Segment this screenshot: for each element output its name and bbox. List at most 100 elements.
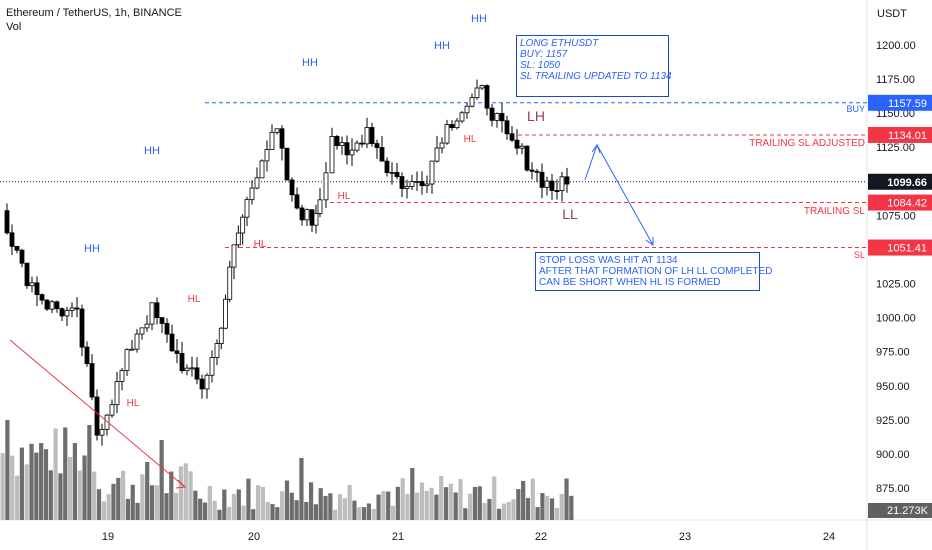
candle-body (174, 350, 180, 354)
time-tick-label: 19 (102, 531, 114, 543)
candle-body (49, 301, 55, 310)
candle-body (274, 128, 280, 133)
level-note-sl: SL (854, 250, 865, 260)
candle-body (69, 307, 75, 312)
volume-bar (207, 485, 212, 520)
candle-body (104, 414, 110, 430)
volume-bar (540, 493, 545, 520)
price-tick-label: 1000.00 (876, 313, 916, 325)
volume-bar (545, 495, 550, 520)
candle-body (384, 160, 390, 173)
volume-bar (178, 466, 184, 520)
volume-bar (458, 479, 463, 520)
candle-body (9, 232, 15, 247)
price-tick-label: 925.00 (876, 415, 910, 427)
volume-indicator-label[interactable]: Vol (6, 21, 22, 33)
candle-body (499, 113, 505, 122)
price-tick-label: 900.00 (876, 449, 910, 461)
price-tag-trailing-sl (868, 194, 932, 211)
volume-bar (381, 491, 386, 520)
volume-bar (569, 495, 574, 520)
volume-bar (337, 494, 343, 520)
volume-bar (149, 485, 155, 520)
candle-body (240, 216, 246, 234)
hl-label: HL (464, 134, 477, 145)
candle-body (139, 327, 145, 335)
volume-bar (241, 505, 246, 520)
candle-body (354, 142, 360, 151)
volume-bar (174, 492, 179, 520)
candle-body (419, 181, 425, 187)
candle-body (389, 171, 395, 174)
note-line: AFTER THAT FORMATION OF LH LL COMPLETED (539, 266, 773, 277)
price-tick-label: 1075.00 (876, 210, 916, 222)
candle-body (519, 145, 525, 149)
candle-body (424, 183, 430, 187)
candle-body (334, 136, 340, 147)
time-tick-label: 20 (248, 531, 260, 543)
candle-body (514, 139, 520, 149)
candle-body (74, 307, 80, 310)
volume-bar (14, 475, 20, 520)
volume-bar (304, 501, 309, 520)
volume-bar (58, 473, 63, 520)
volume-bar (169, 471, 174, 520)
candle-body (169, 333, 175, 352)
volume-bar (342, 498, 347, 520)
symbol-title[interactable]: Ethereum / TetherUS, 1h, BINANCE (6, 7, 182, 19)
candle-body (149, 302, 155, 325)
candle-body (64, 310, 70, 317)
volume-bar (357, 507, 362, 520)
candle-body (449, 124, 455, 129)
info-line: SL TRAILING UPDATED TO 1134 (520, 71, 672, 82)
candle-body (59, 308, 65, 317)
projection-path (584, 143, 654, 246)
volume-bar (472, 486, 478, 520)
candle-body (549, 180, 555, 191)
time-tick-label: 22 (535, 531, 547, 543)
volume-bar (135, 502, 140, 520)
volume-bar (125, 498, 131, 520)
candle-body (244, 199, 250, 218)
candle-body (369, 127, 375, 144)
volume-bar (439, 475, 444, 520)
volume-bar (159, 440, 164, 520)
hh-label: HH (144, 145, 160, 157)
candle-body (429, 160, 435, 185)
candle-body (394, 171, 400, 177)
volume-bar (400, 478, 405, 520)
candle-body (323, 172, 329, 201)
volume-bar (280, 491, 285, 520)
volume-bar (525, 497, 531, 520)
volume-bar (477, 486, 482, 520)
candle-body (559, 176, 565, 192)
candle-body (84, 346, 90, 365)
hl-label: HL (254, 239, 267, 250)
candle-body (349, 149, 355, 156)
candle-body (279, 128, 285, 149)
volume-bar (318, 488, 323, 520)
candle-body (129, 348, 135, 351)
volume-bar (487, 498, 492, 520)
stop-loss-note[interactable]: STOP LOSS WAS HIT AT 1134 AFTER THAT FOR… (535, 252, 773, 291)
candle-body (124, 349, 130, 371)
chart-legend: Ethereum / TetherUS, 1h, BINANCE Vol (6, 6, 182, 34)
candle-body (79, 308, 85, 348)
candle-body (184, 367, 190, 372)
volume-bar (145, 462, 150, 520)
level-note-trailing-sl-adjusted: TRAILING SL ADJUSTED (749, 138, 865, 149)
time-tick-label: 24 (823, 531, 835, 543)
candle-body (489, 107, 495, 121)
trade-info-note[interactable]: LONG ETHUSDT BUY: 1157 SL: 1050 SL TRAIL… (516, 35, 672, 97)
volume-bar (299, 458, 304, 520)
candle-body (34, 282, 40, 295)
downtrend-line (9, 339, 186, 488)
volume-bar (521, 480, 526, 520)
price-tag-label: 1134.01 (888, 130, 927, 142)
price-tag-label: 1099.66 (887, 177, 927, 189)
candle-body (114, 381, 120, 406)
level-note-trailing-sl: TRAILING SL (804, 206, 866, 217)
volume-bar (111, 483, 116, 520)
info-line: SL: 1050 (520, 60, 561, 71)
